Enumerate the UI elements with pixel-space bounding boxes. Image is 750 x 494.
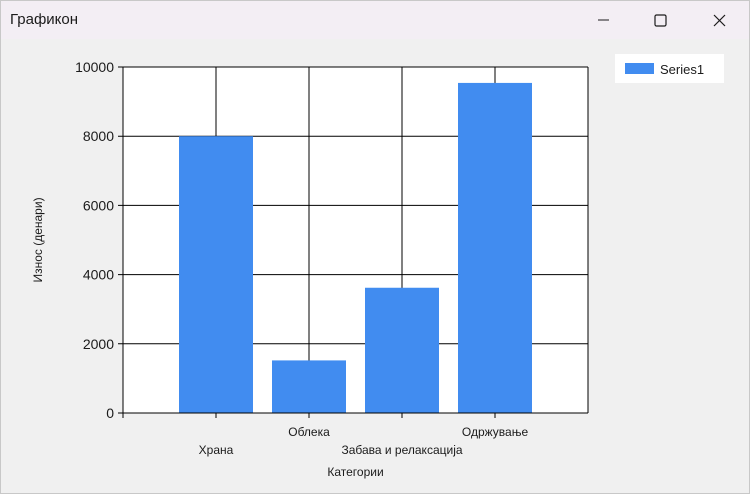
title-bar[interactable]: Графикон (1, 1, 749, 39)
close-button[interactable] (696, 1, 742, 39)
bar (179, 136, 253, 413)
legend-swatch (625, 63, 654, 74)
bar (458, 82, 532, 413)
y-tick-label: 10000 (75, 59, 114, 75)
x-axis-title: Категории (327, 465, 383, 479)
maximize-icon (653, 13, 667, 27)
axes (118, 67, 588, 418)
maximize-button[interactable] (637, 1, 683, 39)
bars (179, 82, 532, 413)
legend-label: Series1 (660, 62, 704, 77)
window-title: Графикон (10, 11, 79, 28)
x-tick-label: Облека (288, 425, 330, 439)
x-tick-label: Забава и релаксација (341, 443, 462, 457)
minimize-button[interactable] (581, 1, 627, 39)
close-icon (713, 14, 725, 26)
bar-chart: 0 2000 4000 6000 8000 10000 Храна Облека Забава… (31, 54, 724, 479)
y-tick-label: 4000 (83, 267, 114, 283)
chart-area: 0 2000 4000 6000 8000 10000 Храна Облека Забава… (1, 39, 749, 493)
bar (272, 360, 346, 413)
y-tick-label: 6000 (83, 197, 114, 213)
bar (365, 287, 439, 413)
x-tick-label: Одржување (462, 425, 529, 439)
legend: Series1 (615, 54, 724, 83)
minimize-icon (598, 19, 609, 21)
y-axis-title: Износ (денари) (31, 197, 45, 282)
y-tick-label: 0 (106, 405, 114, 421)
y-tick-labels: 0 2000 4000 6000 8000 10000 (75, 59, 114, 421)
x-tick-label: Храна (199, 443, 234, 457)
y-tick-label: 2000 (83, 336, 114, 352)
y-tick-label: 8000 (83, 128, 114, 144)
